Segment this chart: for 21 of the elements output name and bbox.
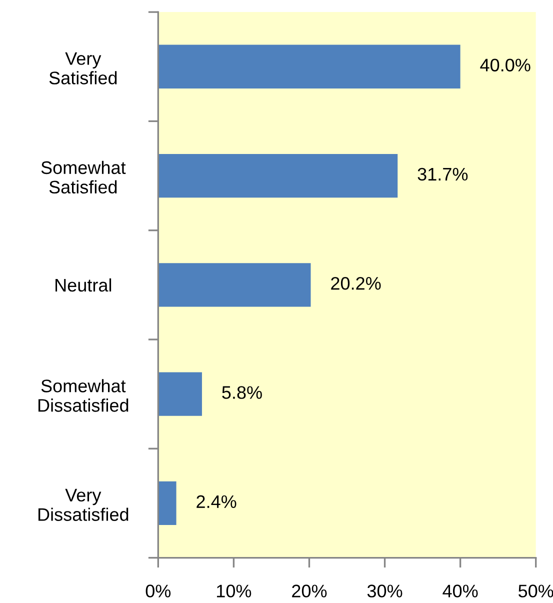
data-label: 31.7% xyxy=(418,168,468,181)
bar xyxy=(158,154,398,198)
data-label: 40.0% xyxy=(480,58,530,72)
x-tick-label: 0% xyxy=(146,584,171,598)
bar xyxy=(158,481,176,526)
x-tick-label: 40% xyxy=(442,584,478,598)
x-tick-label: 10% xyxy=(217,584,252,598)
y-tick-label: Very Satisfied xyxy=(49,52,117,84)
x-tick-label: 30% xyxy=(367,584,402,598)
y-tick-label: Neutral xyxy=(56,278,112,292)
y-tick-label: Very Dissatisfied xyxy=(38,488,128,521)
data-label: 5.8% xyxy=(222,386,262,399)
x-tick-label: 20% xyxy=(292,584,327,598)
y-tick-label: Somewhat Satisfied xyxy=(41,160,126,194)
y-tick-label: Somewhat Dissatisfied xyxy=(38,379,128,412)
bar xyxy=(158,44,460,88)
data-label: 20.2% xyxy=(331,276,381,290)
bar xyxy=(158,263,311,307)
data-label: 2.4% xyxy=(196,495,236,508)
x-tick-label: 50% xyxy=(518,584,553,598)
bar xyxy=(158,372,202,416)
